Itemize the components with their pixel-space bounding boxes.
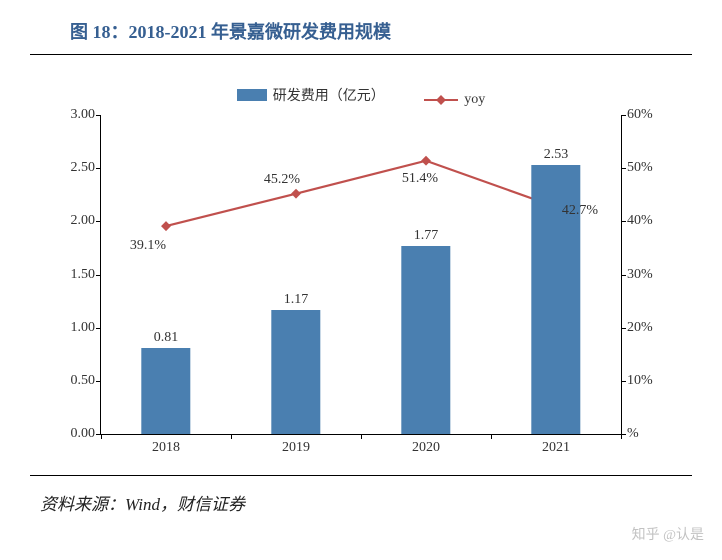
plot-area: 0.000.501.001.502.002.503.00%10%20%30%40… xyxy=(100,115,622,435)
y1-tick-label: 1.00 xyxy=(71,320,102,336)
y1-tick-label: 1.50 xyxy=(71,267,102,283)
y2-tick-label: 10% xyxy=(621,373,653,389)
title-bar: 图 18：2018-2021 年景嘉微研发费用规模 xyxy=(30,0,692,55)
bar: 0.81 xyxy=(141,348,190,434)
bar-value-label: 0.81 xyxy=(154,330,179,348)
y2-tick-label: 20% xyxy=(621,320,653,336)
source-text: 资料来源：Wind，财信证券 xyxy=(0,476,722,515)
legend-bar-swatch xyxy=(237,89,267,101)
x-tick-label: 2021 xyxy=(542,434,570,456)
y2-tick-label: 30% xyxy=(621,267,653,283)
line-value-label: 39.1% xyxy=(130,238,166,254)
legend-line: yoy xyxy=(424,92,485,108)
x-tick-label: 2019 xyxy=(282,434,310,456)
legend-line-swatch xyxy=(424,99,458,101)
watermark: 知乎 @认是 xyxy=(632,524,704,544)
line-value-label: 51.4% xyxy=(402,171,438,187)
bar-value-label: 2.53 xyxy=(544,147,569,165)
legend-line-label: yoy xyxy=(464,92,485,108)
figure-title: 图 18：2018-2021 年景嘉微研发费用规模 xyxy=(70,22,391,42)
y2-tick-label: 40% xyxy=(621,213,653,229)
y2-tick-label: 50% xyxy=(621,160,653,176)
y1-tick-label: 0.00 xyxy=(71,426,102,442)
y1-tick-label: 2.50 xyxy=(71,160,102,176)
y1-tick-label: 0.50 xyxy=(71,373,102,389)
bar: 1.77 xyxy=(401,246,450,434)
line-value-label: 45.2% xyxy=(264,172,300,188)
y1-tick-label: 3.00 xyxy=(71,107,102,123)
chart: 研发费用（亿元） yoy 0.000.501.001.502.002.503.0… xyxy=(45,85,677,465)
legend-bar: 研发费用（亿元） xyxy=(237,85,385,105)
y2-tick-label: % xyxy=(621,426,639,442)
y2-tick-label: 60% xyxy=(621,107,653,123)
line-value-label: 42.7% xyxy=(562,203,598,219)
x-tick-label: 2020 xyxy=(412,434,440,456)
bar-value-label: 1.77 xyxy=(414,228,439,246)
y1-tick-label: 2.00 xyxy=(71,213,102,229)
legend-bar-label: 研发费用（亿元） xyxy=(273,85,385,105)
bar: 1.17 xyxy=(271,310,320,434)
figure-container: 图 18：2018-2021 年景嘉微研发费用规模 研发费用（亿元） yoy 0… xyxy=(0,0,722,560)
legend: 研发费用（亿元） yoy xyxy=(45,85,677,108)
bar-value-label: 1.17 xyxy=(284,292,309,310)
x-tick-label: 2018 xyxy=(152,434,180,456)
